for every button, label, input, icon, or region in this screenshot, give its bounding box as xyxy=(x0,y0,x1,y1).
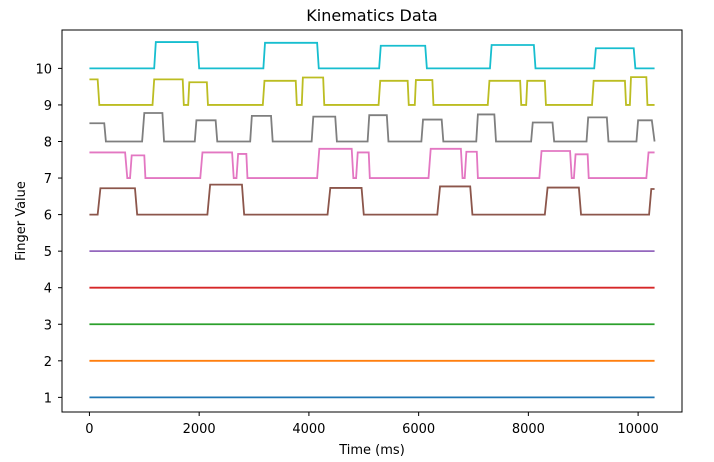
x-tick-label: 8000 xyxy=(512,422,545,437)
series-line-9 xyxy=(89,76,655,106)
series-line-8 xyxy=(89,112,656,143)
y-tick-label: 4 xyxy=(44,282,52,297)
series-line-10 xyxy=(89,41,655,70)
x-tick-label: 2000 xyxy=(183,422,216,437)
x-tick-label: 0 xyxy=(85,422,93,437)
y-tick-label: 10 xyxy=(35,62,52,77)
y-tick-label: 7 xyxy=(44,172,52,187)
y-tick-label: 8 xyxy=(44,135,52,150)
x-axis: 0 2000 4000 6000 8000 10000 xyxy=(85,412,659,437)
x-tick-label: 6000 xyxy=(402,422,435,437)
x-axis-label: Time (ms) xyxy=(338,443,405,458)
y-tick-label: 9 xyxy=(44,99,52,114)
y-tick-label: 1 xyxy=(44,391,52,406)
x-tick-label: 4000 xyxy=(292,422,325,437)
y-axis-label: Finger Value xyxy=(14,181,29,261)
series-line-6 xyxy=(89,183,655,216)
series-line-7 xyxy=(89,147,655,179)
plot-frame xyxy=(61,29,683,413)
y-axis: 1 2 3 4 5 6 7 8 9 10 xyxy=(35,62,62,406)
series-group xyxy=(89,41,656,399)
y-tick-label: 5 xyxy=(44,245,52,260)
y-tick-label: 3 xyxy=(44,318,52,333)
chart-title: Kinematics Data xyxy=(306,6,437,25)
y-tick-label: 2 xyxy=(44,355,52,370)
y-tick-label: 6 xyxy=(44,209,52,224)
x-tick-label: 10000 xyxy=(617,422,658,437)
